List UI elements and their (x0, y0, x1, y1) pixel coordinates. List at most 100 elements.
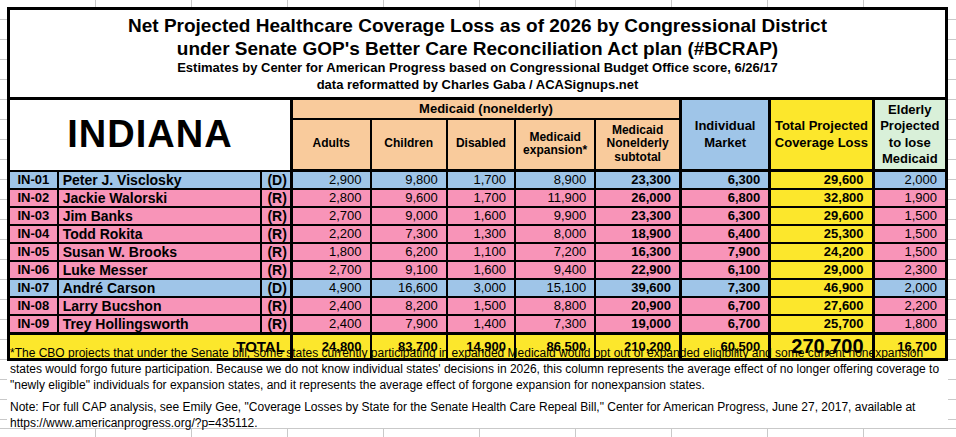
value-cell: 1,400 (447, 315, 515, 334)
column-header-disabled: Disabled (447, 119, 515, 171)
value-cell: 2,700 (291, 261, 370, 279)
value-cell: 6,400 (681, 225, 770, 243)
value-cell: 9,600 (371, 189, 447, 207)
cbo-footnote: *The CBO projects that under the Senate … (10, 346, 946, 394)
value-cell: 16,300 (595, 243, 680, 261)
value-cell: 7,300 (515, 315, 595, 334)
value-cell: 19,000 (595, 315, 680, 334)
party-cell: (D) (261, 279, 291, 297)
party-cell: (D) (261, 171, 291, 189)
representative-name-cell: André Carson (58, 279, 262, 297)
value-cell: 3,000 (447, 279, 515, 297)
value-cell: 2,000 (873, 171, 946, 189)
value-cell: 20,900 (595, 297, 680, 315)
value-cell: 8,000 (515, 225, 595, 243)
party-cell: (R) (261, 315, 291, 334)
party-cell: (R) (261, 207, 291, 225)
value-cell: 2,400 (291, 315, 370, 334)
district-cell: IN-03 (9, 207, 58, 225)
table-row: IN-02Jackie Walorski(R)2,8009,6001,70011… (9, 189, 947, 207)
value-cell: 7,200 (515, 243, 595, 261)
value-cell: 2,300 (873, 261, 946, 279)
value-cell: 24,200 (770, 243, 873, 261)
value-cell: 1,600 (447, 207, 515, 225)
value-cell: 1,500 (873, 207, 946, 225)
representative-name-cell: Jackie Walorski (58, 189, 262, 207)
value-cell: 1,900 (873, 189, 946, 207)
value-cell: 8,900 (515, 171, 595, 189)
representative-name-cell: Trey Hollingsworth (58, 315, 262, 334)
coverage-loss-table: Net Projected Healthcare Coverage Loss a… (7, 7, 948, 361)
value-cell: 2,200 (873, 297, 946, 315)
district-cell: IN-02 (9, 189, 58, 207)
value-cell: 9,000 (371, 207, 447, 225)
value-cell: 23,300 (595, 171, 680, 189)
value-cell: 6,100 (681, 261, 770, 279)
value-cell: 18,900 (595, 225, 680, 243)
value-cell: 4,900 (291, 279, 370, 297)
table-row: IN-08Larry Bucshon(R)2,4008,2001,5008,80… (9, 297, 947, 315)
table-row: IN-05Susan W. Brooks(R)1,8006,2001,1007,… (9, 243, 947, 261)
value-cell: 1,700 (447, 171, 515, 189)
column-header-adults: Adults (291, 119, 370, 171)
value-cell: 6,300 (681, 207, 770, 225)
gridline-strip-top (0, 0, 956, 7)
value-cell: 6,300 (681, 171, 770, 189)
table-row: IN-04Todd Rokita(R)2,2007,3001,3008,0001… (9, 225, 947, 243)
representative-name-cell: Larry Bucshon (58, 297, 262, 315)
spreadsheet-page: Net Projected Healthcare Coverage Loss a… (0, 0, 956, 437)
value-cell: 29,600 (770, 171, 873, 189)
district-rows: IN-01Peter J. Visclosky(D)2,9009,8001,70… (9, 171, 947, 334)
value-cell: 1,500 (873, 225, 946, 243)
value-cell: 16,600 (371, 279, 447, 297)
party-cell: (R) (261, 189, 291, 207)
value-cell: 6,700 (681, 315, 770, 334)
value-cell: 26,000 (595, 189, 680, 207)
title-line-4: data reformatted by Charles Gaba / ACASi… (10, 77, 945, 94)
column-header-individual-market: Individual Market (681, 99, 770, 171)
table-row: IN-03Jim Banks(R)2,7009,0001,6009,90023,… (9, 207, 947, 225)
party-cell: (R) (261, 243, 291, 261)
representative-name-cell: Susan W. Brooks (58, 243, 262, 261)
representative-name-cell: Peter J. Visclosky (58, 171, 262, 189)
representative-name-cell: Luke Messer (58, 261, 262, 279)
value-cell: 9,800 (371, 171, 447, 189)
value-cell: 1,500 (447, 297, 515, 315)
table-title-block: Net Projected Healthcare Coverage Loss a… (9, 9, 947, 99)
value-cell: 1,100 (447, 243, 515, 261)
party-cell: (R) (261, 261, 291, 279)
value-cell: 1,700 (447, 189, 515, 207)
value-cell: 22,900 (595, 261, 680, 279)
title-line-3: Estimates by Center for American Progres… (10, 60, 945, 77)
value-cell: 1,500 (873, 243, 946, 261)
value-cell: 27,600 (770, 297, 873, 315)
table-row: IN-01Peter J. Visclosky(D)2,9009,8001,70… (9, 171, 947, 189)
district-cell: IN-05 (9, 243, 58, 261)
title-line-2: under Senate GOP's Better Care Reconcili… (10, 37, 945, 60)
value-cell: 23,300 (595, 207, 680, 225)
title-line-1: Net Projected Healthcare Coverage Loss a… (10, 14, 945, 37)
district-cell: IN-07 (9, 279, 58, 297)
medicaid-group-header: Medicaid (nonelderly) (291, 99, 680, 119)
value-cell: 9,400 (515, 261, 595, 279)
value-cell: 6,200 (371, 243, 447, 261)
state-name: INDIANA (9, 99, 292, 171)
value-cell: 1,800 (873, 315, 946, 334)
value-cell: 15,100 (515, 279, 595, 297)
representative-name-cell: Jim Banks (58, 207, 262, 225)
table-row: IN-09Trey Hollingsworth(R)2,4007,9001,40… (9, 315, 947, 334)
value-cell: 29,000 (770, 261, 873, 279)
column-header-elderly-medicaid: Elderly Projected to lose Medicaid (873, 99, 946, 171)
table-row: IN-07André Carson(D)4,90016,6003,00015,1… (9, 279, 947, 297)
table-row: IN-06Luke Messer(R)2,7009,1001,6009,4002… (9, 261, 947, 279)
district-cell: IN-04 (9, 225, 58, 243)
district-cell: IN-08 (9, 297, 58, 315)
value-cell: 32,800 (770, 189, 873, 207)
gridline-strip-right (948, 0, 956, 437)
value-cell: 25,700 (770, 315, 873, 334)
column-header-medicaid-subtotal: Medicaid Nonelderly subtotal (595, 119, 680, 171)
district-cell: IN-09 (9, 315, 58, 334)
value-cell: 46,900 (770, 279, 873, 297)
value-cell: 7,300 (681, 279, 770, 297)
value-cell: 25,300 (770, 225, 873, 243)
